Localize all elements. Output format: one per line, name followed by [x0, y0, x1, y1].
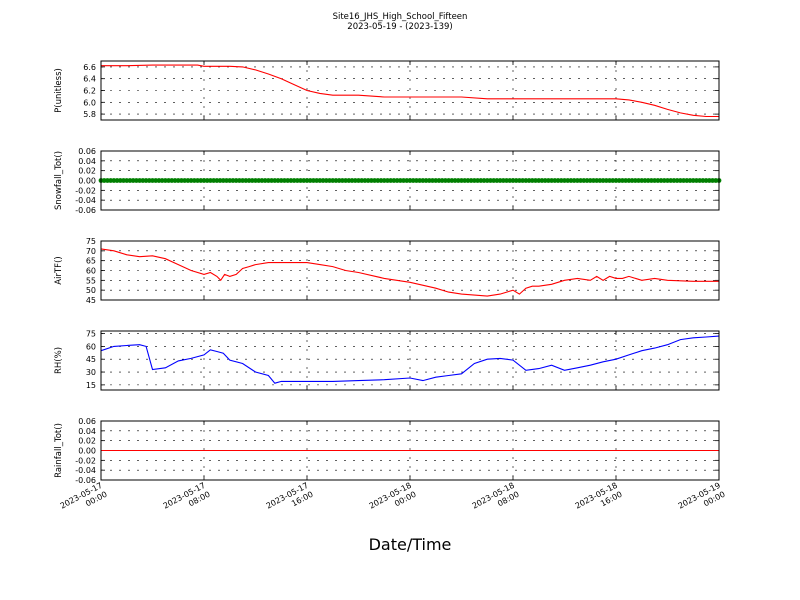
y-tick-label: -0.02 — [75, 186, 96, 195]
y-axis-label: RH(%) — [54, 347, 64, 374]
y-tick-label: 0.06 — [78, 147, 96, 156]
subplot-2: 0.060.040.020.00-0.02-0.04-0.06 Snowfall_… — [54, 147, 722, 215]
series-line — [100, 335, 720, 384]
series-line — [100, 248, 719, 297]
y-tick-label: 45 — [86, 355, 96, 364]
y-tick-label: 6.6 — [83, 63, 96, 72]
subplot-5: 0.060.040.020.00-0.02-0.04-0.06 Rainfall_… — [54, 417, 720, 485]
y-tick-label: 60 — [86, 267, 96, 276]
y-tick-label: 65 — [86, 257, 96, 266]
y-axis-label: Rainfall_Tot() — [54, 423, 64, 478]
subplot-1: 6.6 6.4 6.2 6.0 5.8 P(unitless) — [54, 60, 720, 121]
y-tick-label: 50 — [86, 286, 96, 295]
y-tick-label: 5.8 — [83, 110, 96, 119]
y-tick-label: 6.0 — [83, 98, 96, 107]
x-tick-label: 2023-05-1816:00 — [574, 481, 624, 520]
series-markers — [98, 178, 722, 183]
y-axis-label: P(unitless) — [54, 68, 64, 113]
y-tick-label: 30 — [86, 368, 96, 377]
subplot-4: 75 60 45 30 15 RH(%) — [54, 330, 720, 391]
axes-frame — [100, 150, 720, 211]
y-axis-label: AirTF() — [54, 256, 64, 284]
y-tick-label: 60 — [86, 342, 96, 351]
y-axis-label: Snowfall_Tot() — [54, 151, 64, 210]
y-tick-label: 0.00 — [78, 447, 96, 456]
x-axis-label: Date/Time — [369, 535, 452, 554]
y-tick-label: 0.04 — [78, 427, 96, 436]
y-tick-label: -0.04 — [75, 196, 96, 205]
y-tick-label: 45 — [86, 296, 96, 305]
series-line — [101, 64, 719, 118]
chart-title-line1: Site16_JHS_High_School_Fifteen — [333, 12, 468, 22]
axes-frame — [100, 330, 720, 391]
y-tick-label: 70 — [86, 247, 96, 256]
y-tick-label: 15 — [86, 381, 96, 390]
y-tick-label: -0.06 — [75, 206, 96, 215]
y-tick-label: -0.06 — [75, 476, 96, 485]
axes-frame — [100, 60, 720, 121]
x-tick-label: 2023-05-1700:00 — [59, 481, 109, 520]
y-tick-label: 75 — [86, 237, 96, 246]
axes-frame — [100, 240, 720, 301]
x-tick-label: 2023-05-1716:00 — [265, 481, 315, 520]
y-tick-label: 6.4 — [83, 75, 96, 84]
y-tick-label: -0.04 — [75, 466, 96, 475]
y-tick-label: 6.2 — [83, 87, 96, 96]
y-tick-label: 55 — [86, 276, 96, 285]
y-tick-label: 0.02 — [78, 167, 96, 176]
subplots: 6.66.46.26.05.8P(unitless)0.060.040.020.… — [54, 60, 722, 485]
y-tick-label: -0.02 — [75, 456, 96, 465]
x-tick-label: 2023-05-1808:00 — [471, 481, 521, 520]
y-tick-label: 0.06 — [78, 417, 96, 426]
y-tick-label: 0.04 — [78, 157, 96, 166]
x-tick-label: 2023-05-1708:00 — [162, 481, 212, 520]
y-tick-label: 0.00 — [78, 177, 96, 186]
x-tick-label: 2023-05-1800:00 — [368, 481, 418, 520]
x-tick-label: 2023-05-1900:00 — [677, 481, 727, 520]
y-tick-label: 75 — [86, 330, 96, 339]
x-tick-labels: 2023-05-1700:00 2023-05-1708:00 2023-05-17… — [59, 481, 727, 520]
axes-frame — [100, 420, 720, 481]
chart-title-line2: 2023-05-19 - (2023-139) — [347, 22, 452, 32]
y-tick-label: 0.02 — [78, 437, 96, 446]
